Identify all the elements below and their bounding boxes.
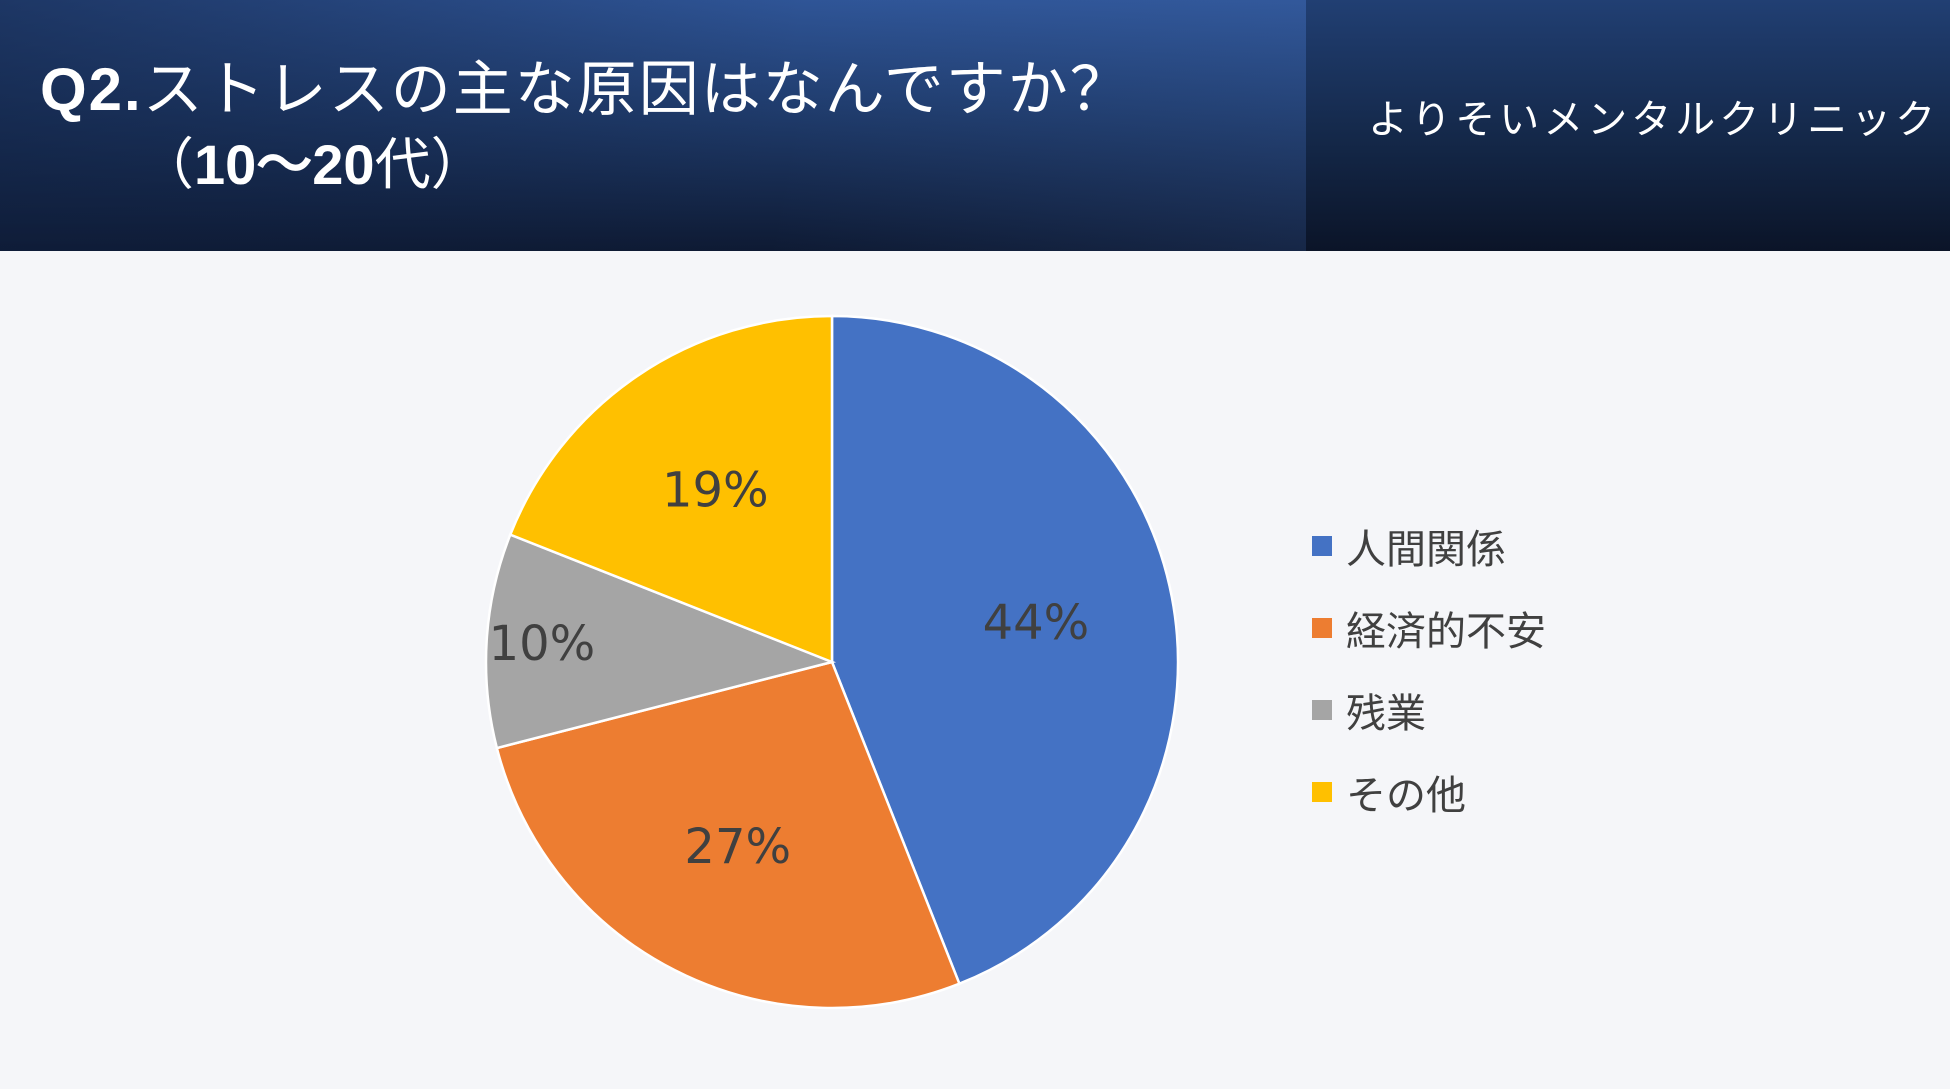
subtitle-suffix: 代）	[374, 133, 487, 198]
page-subtitle: （10～20代）	[138, 127, 487, 204]
pie-slice-overtime	[484, 533, 837, 750]
legend-swatch-financial	[1312, 618, 1332, 638]
pie-slice-financial	[495, 660, 961, 1010]
legend-label-interpersonal: 人間関係	[1346, 527, 1506, 573]
clinic-name: よりそいメンタルクリニック	[1368, 97, 1940, 143]
pie-slices	[484, 314, 1180, 1010]
chart-legend: 人間関係経済的不安残業その他	[1312, 505, 1546, 833]
data-label-interpersonal: 44%	[983, 595, 1090, 651]
question-text: ストレスの主な原因はなんですか？	[142, 55, 1132, 125]
header-banner: Q2.ストレスの主な原因はなんですか？ （10～20代） よりそいメンタルクリニ…	[0, 0, 1950, 251]
data-label-financial: 27%	[684, 819, 791, 875]
data-label-other: 19%	[662, 462, 769, 518]
pie-slice-other	[508, 314, 834, 664]
pie-data-labels: 44% 27% 10% 19%	[489, 462, 1090, 875]
legend-swatch-other	[1312, 782, 1332, 802]
page-title: Q2.ストレスの主な原因はなんですか？	[40, 50, 1132, 130]
legend-swatch-interpersonal	[1312, 536, 1332, 556]
legend-item-overtime: 残業	[1312, 669, 1546, 751]
subtitle-age-range: 10～20	[194, 133, 375, 196]
legend-item-financial: 経済的不安	[1312, 587, 1546, 669]
legend-label-financial: 経済的不安	[1346, 609, 1546, 655]
header-title-panel	[0, 0, 1306, 251]
header-clinic-panel	[1306, 0, 1950, 251]
data-label-overtime: 10%	[489, 616, 596, 672]
legend-item-interpersonal: 人間関係	[1312, 505, 1546, 587]
legend-label-other: その他	[1346, 773, 1466, 819]
legend-item-other: その他	[1312, 751, 1546, 833]
pie-slice-interpersonal	[830, 314, 1180, 986]
question-number: Q2.	[40, 56, 143, 123]
legend-swatch-overtime	[1312, 700, 1332, 720]
subtitle-open-paren: （	[138, 133, 194, 198]
legend-label-overtime: 残業	[1346, 691, 1426, 737]
